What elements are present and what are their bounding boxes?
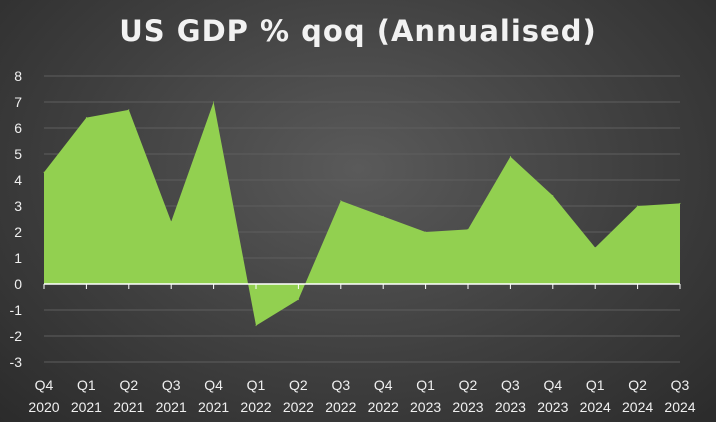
data-point xyxy=(213,101,215,103)
data-point xyxy=(128,109,130,111)
x-tick-label-year: 2023 xyxy=(537,399,568,415)
y-tick-label: -3 xyxy=(10,354,23,370)
x-tick-label-year: 2022 xyxy=(240,399,271,415)
x-tick-label-year: 2021 xyxy=(156,399,187,415)
x-tick-label-quarter: Q4 xyxy=(543,377,562,393)
x-tick-label-year: 2020 xyxy=(28,399,59,415)
x-tick-label-year: 2021 xyxy=(71,399,102,415)
x-tick-label-year: 2022 xyxy=(368,399,399,415)
x-tick-label-quarter: Q3 xyxy=(501,377,520,393)
x-tick-label-quarter: Q2 xyxy=(119,377,138,393)
x-tick-label-year: 2022 xyxy=(283,399,314,415)
x-tick-label-quarter: Q1 xyxy=(586,377,605,393)
area-layer xyxy=(43,101,681,327)
data-point xyxy=(297,299,299,301)
data-point xyxy=(43,171,45,173)
x-tick-label-quarter: Q3 xyxy=(671,377,690,393)
label-layer: -3 -2 -1 0 1 2 3 4 5 6 7 8 Q4 2020 Q1 2021 Q2 2021 Q3 2021 Q… xyxy=(10,68,696,415)
gdp-area-series xyxy=(44,102,680,326)
data-point xyxy=(170,221,172,223)
x-tick-label-year: 2023 xyxy=(452,399,483,415)
y-tick-label: 3 xyxy=(14,198,22,214)
x-tick-label-year: 2024 xyxy=(580,399,611,415)
x-tick-label-quarter: Q4 xyxy=(374,377,393,393)
y-tick-label: 2 xyxy=(14,224,22,240)
y-tick-label: 0 xyxy=(14,276,22,292)
data-point xyxy=(637,205,639,207)
axis-layer xyxy=(43,283,681,289)
y-tick-label: 6 xyxy=(14,120,22,136)
x-tick-label-quarter: Q3 xyxy=(162,377,181,393)
y-tick-label: 4 xyxy=(14,172,22,188)
y-tick-label: 5 xyxy=(14,146,22,162)
x-tick-label-quarter: Q1 xyxy=(77,377,96,393)
data-point xyxy=(85,117,87,119)
x-tick-label-quarter: Q2 xyxy=(289,377,308,393)
y-tick-label: 1 xyxy=(14,250,22,266)
y-tick-label: -1 xyxy=(10,302,23,318)
x-tick-label-quarter: Q4 xyxy=(35,377,54,393)
data-point xyxy=(467,228,469,230)
x-tick-label-quarter: Q1 xyxy=(247,377,266,393)
y-tick-label: -2 xyxy=(10,328,23,344)
x-tick-label-quarter: Q3 xyxy=(331,377,350,393)
x-tick-label-year: 2021 xyxy=(198,399,229,415)
x-tick-label-year: 2024 xyxy=(664,399,695,415)
x-tick-label-quarter: Q4 xyxy=(204,377,223,393)
data-point xyxy=(552,195,554,197)
x-tick-label-quarter: Q2 xyxy=(628,377,647,393)
data-point xyxy=(340,200,342,202)
x-tick-label-quarter: Q2 xyxy=(459,377,478,393)
chart-title: US GDP % qoq (Annualised) xyxy=(119,14,597,48)
x-tick-label-year: 2024 xyxy=(622,399,653,415)
data-point xyxy=(509,156,511,158)
data-point xyxy=(255,325,257,327)
y-tick-label: 8 xyxy=(14,68,22,84)
data-point xyxy=(594,247,596,249)
y-tick-label: 7 xyxy=(14,94,22,110)
x-tick-label-year: 2021 xyxy=(113,399,144,415)
data-point xyxy=(679,202,681,204)
grid-layer xyxy=(44,75,680,363)
x-tick-label-year: 2022 xyxy=(325,399,356,415)
x-tick-label-year: 2023 xyxy=(410,399,441,415)
x-tick-label-year: 2023 xyxy=(495,399,526,415)
x-tick-label-quarter: Q1 xyxy=(416,377,435,393)
data-point xyxy=(382,215,384,217)
data-point xyxy=(425,231,427,233)
